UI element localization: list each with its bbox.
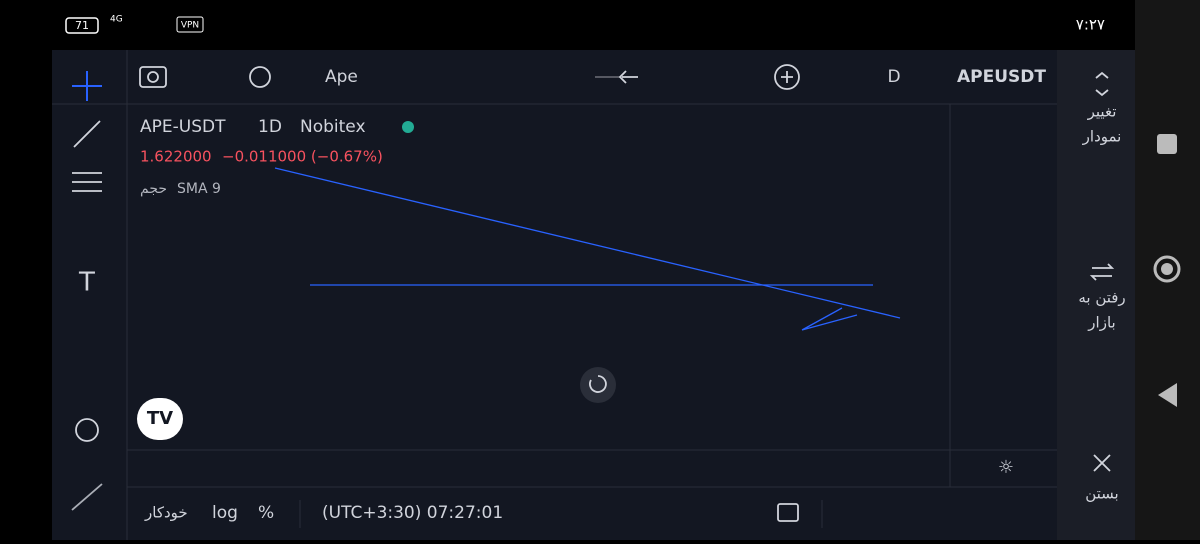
timezone[interactable]: (UTC+3:30) 07:27:01 (322, 503, 503, 523)
auto[interactable]: خودکار (144, 504, 188, 522)
symbol-search[interactable]: Ape (325, 67, 358, 87)
legend-volume: حجم (140, 181, 167, 197)
clock: ۷:۲۷ (1076, 16, 1105, 34)
go-market-1[interactable]: رفتن به (1078, 289, 1125, 307)
go-market-2[interactable]: بازار (1087, 314, 1115, 332)
legend-change: −0.011000 (−0.67%) (222, 148, 383, 166)
log[interactable]: log (212, 503, 238, 523)
battery: 71 (75, 19, 89, 32)
symbol[interactable]: APEUSDT (957, 67, 1046, 87)
legend-indicator: SMA 9 (177, 181, 221, 197)
change-chart-1[interactable]: تغییر (1087, 103, 1117, 121)
svg-text:TV: TV (147, 408, 173, 429)
change-chart-2[interactable]: نمودار (1082, 128, 1122, 146)
percent[interactable]: % (258, 503, 274, 523)
vpn: VPN (181, 21, 199, 31)
interval[interactable]: D (887, 67, 900, 87)
legend-symbol: APE-USDT (140, 117, 226, 137)
legend-interval: 1D (258, 117, 282, 137)
close[interactable]: بستن (1085, 485, 1119, 503)
svg-text:☼: ☼ (998, 457, 1014, 478)
network: 4G (110, 15, 123, 25)
text-tool[interactable]: T (78, 268, 95, 298)
legend-price: 1.622000 (140, 148, 212, 166)
legend-exchange: Nobitex (300, 117, 366, 137)
